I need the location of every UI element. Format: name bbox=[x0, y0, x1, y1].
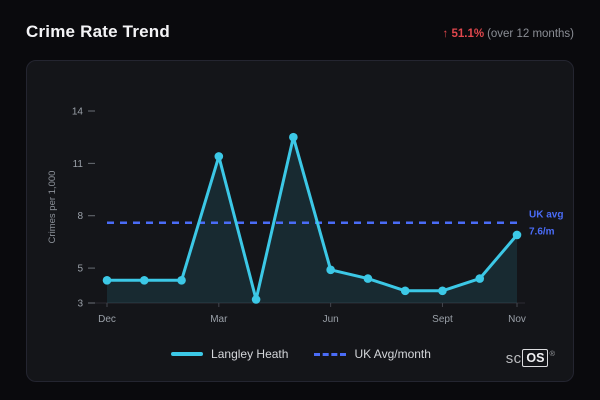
delta-arrow-icon: ↑ bbox=[442, 28, 449, 40]
scos-logo: sc OS ® bbox=[506, 349, 555, 367]
svg-text:Nov: Nov bbox=[508, 314, 526, 325]
page-title: Crime Rate Trend bbox=[26, 22, 170, 41]
logo-prefix: sc bbox=[505, 349, 522, 367]
registered-mark: ® bbox=[549, 349, 555, 358]
svg-text:Jun: Jun bbox=[323, 314, 339, 325]
svg-text:11: 11 bbox=[73, 159, 84, 170]
chart-legend: Langley Heath UK Avg/month sc OS ® bbox=[35, 335, 567, 373]
crime-chart: 14 11 8 5 3 Dec Mar Jun Sept Nov UK avg 7.6/m Crimes… bbox=[47, 107, 563, 326]
svg-text:14: 14 bbox=[72, 107, 84, 118]
svg-text:3: 3 bbox=[77, 299, 83, 310]
logo-box: OS bbox=[522, 349, 549, 367]
svg-text:UK avg: UK avg bbox=[529, 210, 563, 221]
svg-text:7.6/m: 7.6/m bbox=[529, 227, 555, 238]
delta-value: ↑ 51.1% bbox=[442, 28, 485, 40]
header: Crime Rate Trend ↑ 51.1% (over 12 months) bbox=[26, 22, 574, 42]
svg-text:Crimes per 1,000: Crimes per 1,000 bbox=[47, 171, 58, 244]
chart-card: 14 11 8 5 3 Dec Mar Jun Sept Nov UK avg 7.6/m Crimes… bbox=[26, 60, 574, 382]
chart-area: 14 11 8 5 3 Dec Mar Jun Sept Nov UK avg 7.6/m Crimes… bbox=[35, 71, 583, 335]
dashboard-page: Crime Rate Trend ↑ 51.1% (over 12 months)… bbox=[26, 22, 574, 382]
legend-label: UK Avg/month bbox=[354, 347, 431, 361]
delta-stat: ↑ 51.1% (over 12 months) bbox=[443, 28, 575, 40]
svg-text:Dec: Dec bbox=[98, 314, 116, 325]
svg-text:8: 8 bbox=[77, 211, 83, 222]
svg-text:Mar: Mar bbox=[210, 314, 228, 325]
delta-caption: (over 12 months) bbox=[487, 28, 574, 40]
legend-item-langley-heath[interactable]: Langley Heath bbox=[171, 347, 288, 361]
dashed-line-swatch-icon bbox=[314, 352, 347, 356]
legend-item-uk-avg[interactable]: UK Avg/month bbox=[314, 347, 431, 361]
svg-text:Sept: Sept bbox=[432, 314, 453, 325]
legend-label: Langley Heath bbox=[211, 347, 289, 361]
svg-text:5: 5 bbox=[77, 264, 83, 275]
line-swatch-icon bbox=[171, 352, 204, 356]
